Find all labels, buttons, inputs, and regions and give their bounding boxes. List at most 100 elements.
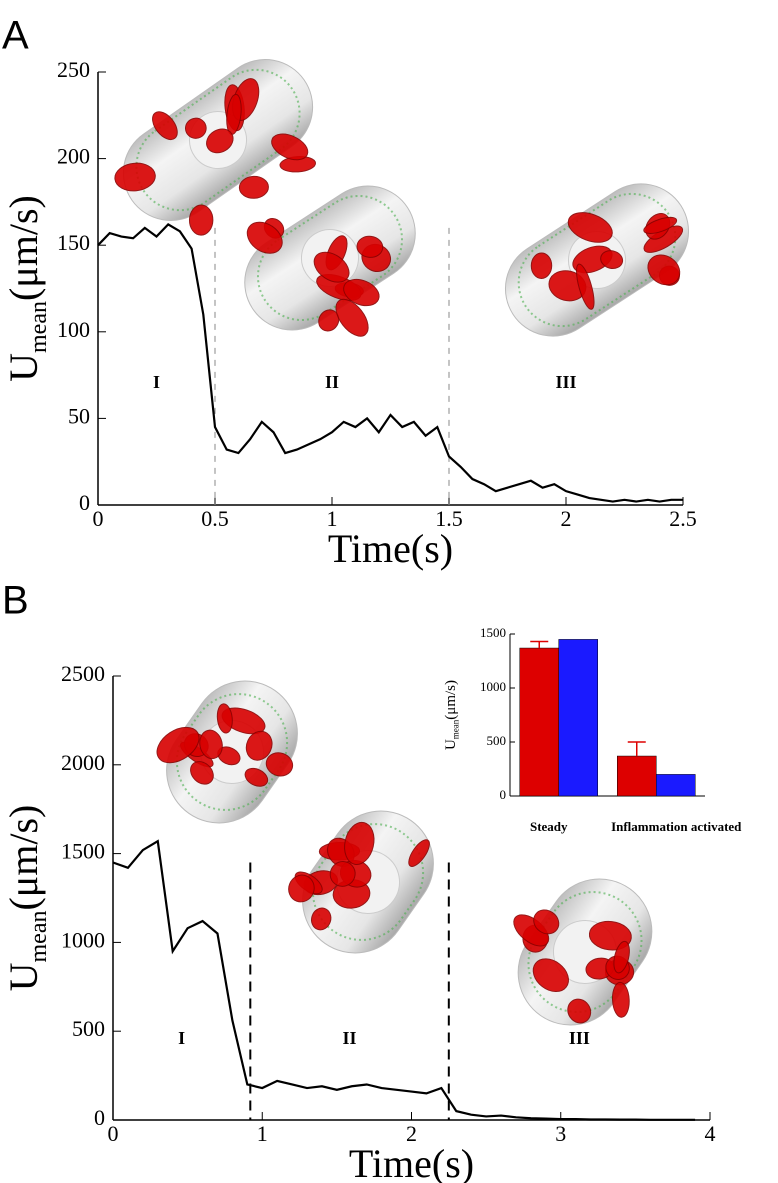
inset-chart: 0 500 1000 1500 Steady Inflammation activated bbox=[480, 625, 742, 834]
y-tick-label: 2500 bbox=[61, 661, 105, 686]
rbc bbox=[206, 128, 234, 154]
y-tick-label: 50 bbox=[68, 403, 90, 428]
rbc bbox=[156, 726, 200, 764]
rbc bbox=[318, 309, 340, 332]
tube-illustration bbox=[244, 185, 416, 337]
x-tick-label: 3 bbox=[555, 1121, 566, 1146]
y-tick-label: 100 bbox=[57, 317, 90, 342]
panel-label: A bbox=[2, 14, 29, 58]
x-tick-label: 2 bbox=[406, 1121, 417, 1146]
y-axis-label-part: (μm/s) bbox=[1, 805, 46, 911]
y-tick-label: 1500 bbox=[480, 625, 506, 640]
region-label: III bbox=[569, 1028, 590, 1048]
rbc bbox=[343, 278, 380, 307]
rbc bbox=[199, 729, 223, 760]
y-axis-label-part: U bbox=[1, 962, 46, 991]
rbc bbox=[244, 767, 269, 787]
rbc bbox=[152, 111, 178, 141]
x-tick-label: 0.5 bbox=[201, 506, 229, 531]
rbc bbox=[114, 162, 156, 192]
rbc bbox=[532, 958, 569, 993]
y-axis-label-part: (μm/s) bbox=[443, 680, 459, 720]
error-bar bbox=[627, 741, 646, 757]
rbc bbox=[647, 254, 681, 286]
x-tick-label: 0 bbox=[108, 1121, 119, 1146]
rbc bbox=[188, 204, 214, 236]
rbc bbox=[643, 216, 678, 234]
x-tick-label: 1 bbox=[327, 506, 338, 531]
rbc bbox=[567, 212, 613, 243]
tube-illustration bbox=[513, 878, 653, 1026]
illustrations bbox=[114, 59, 690, 1026]
rbc bbox=[567, 998, 592, 1024]
x-tick-label: Inflammation activated bbox=[611, 819, 742, 834]
y-tick-label: 0 bbox=[500, 787, 507, 802]
rbc bbox=[216, 703, 233, 734]
rbc bbox=[613, 940, 630, 974]
tube-illustration bbox=[114, 59, 317, 236]
bar bbox=[519, 647, 559, 797]
rbc bbox=[356, 235, 384, 258]
y-axis-label-part: U bbox=[1, 353, 46, 382]
rbc bbox=[329, 861, 356, 887]
tube-mesh bbox=[135, 68, 301, 212]
x-tick-label: Steady bbox=[530, 819, 568, 834]
y-axis-label-part: (μm/s) bbox=[1, 195, 46, 301]
y-axis-label-part: U bbox=[443, 739, 459, 750]
y-tick-label: 2000 bbox=[61, 750, 105, 775]
rbc bbox=[271, 133, 309, 161]
tube-illustration bbox=[288, 810, 434, 954]
y-tick-label: 200 bbox=[57, 144, 90, 169]
x-axis-label: Time(s) bbox=[349, 1141, 474, 1183]
rbc bbox=[344, 821, 375, 865]
y-axis-label: Umean(μm/s) bbox=[1, 195, 51, 382]
rbc bbox=[611, 981, 630, 1018]
tube-mesh bbox=[256, 194, 404, 322]
y-axis-label: Umean(μm/s) bbox=[1, 805, 51, 992]
x-tick-label: 1.5 bbox=[435, 506, 463, 531]
x-tick-label: 4 bbox=[705, 1121, 716, 1146]
y-tick-label: 500 bbox=[72, 1016, 105, 1041]
y-tick-label: 250 bbox=[57, 57, 90, 82]
x-axis-label: Time(s) bbox=[328, 526, 453, 571]
x-tick-label: 0 bbox=[93, 506, 104, 531]
x-tick-label: 1 bbox=[257, 1121, 268, 1146]
y-tick-label: 1000 bbox=[61, 927, 105, 952]
rbc bbox=[246, 221, 283, 254]
y-axis-label-part: mean bbox=[26, 301, 52, 353]
rbc bbox=[184, 117, 207, 139]
region-label: III bbox=[555, 372, 576, 392]
tube-illustration bbox=[504, 183, 690, 337]
rbc bbox=[533, 909, 560, 935]
tube-illustration bbox=[156, 680, 298, 824]
rbc bbox=[576, 263, 595, 310]
rbc bbox=[530, 252, 553, 279]
rbc bbox=[408, 839, 430, 867]
y-tick-label: 1500 bbox=[61, 839, 105, 864]
rbc bbox=[311, 907, 332, 931]
rbc bbox=[238, 175, 269, 199]
x-tick-label: 2.5 bbox=[669, 506, 697, 531]
y-tick-label: 0 bbox=[94, 1105, 105, 1130]
error-bar bbox=[530, 640, 549, 649]
y-axis-label-part: mean bbox=[26, 911, 52, 963]
rbc bbox=[190, 761, 214, 785]
region-label: I bbox=[178, 1028, 185, 1048]
rbc bbox=[600, 250, 624, 269]
rbc bbox=[313, 251, 350, 283]
data-line bbox=[112, 839, 696, 1121]
data-line bbox=[97, 223, 683, 503]
y-tick-label: 150 bbox=[57, 230, 90, 255]
x-tick-label: 2 bbox=[561, 506, 572, 531]
bar bbox=[617, 755, 657, 797]
y-tick-label: 1000 bbox=[480, 679, 506, 694]
region-label: II bbox=[325, 372, 339, 392]
region-label: I bbox=[153, 372, 160, 392]
rbc bbox=[288, 874, 315, 903]
tube-mesh bbox=[175, 693, 289, 811]
panel-label: B bbox=[2, 579, 29, 623]
rbc bbox=[335, 298, 369, 337]
y-tick-label: 0 bbox=[79, 490, 90, 515]
